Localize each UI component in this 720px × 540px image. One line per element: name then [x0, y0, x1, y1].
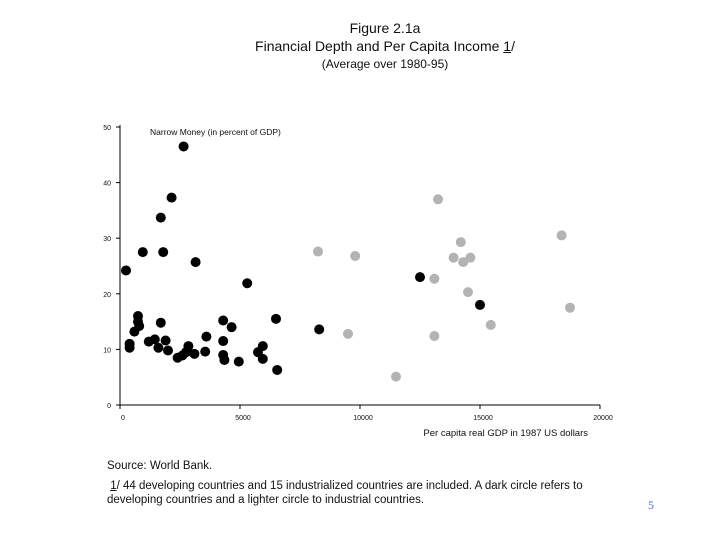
developing-point [124, 342, 135, 353]
industrial-point [556, 230, 567, 241]
developing-point [218, 315, 229, 326]
developing-point [149, 334, 160, 345]
developing-point [272, 364, 283, 375]
series-label: Narrow Money (in percent of GDP) [150, 127, 281, 137]
industrial-point [458, 257, 469, 268]
x-tick-label: 10000 [353, 415, 373, 422]
footnote: 1/ 44 developing countries and 15 indust… [107, 479, 627, 507]
industrial-point [313, 246, 323, 257]
figure-subtitle: (Average over 1980-95) [321, 57, 449, 71]
developing-point [314, 324, 325, 335]
source-note: Source: World Bank. [107, 460, 213, 472]
industrial-point [429, 331, 440, 342]
x-tick-label: 0 [121, 415, 125, 422]
figure-label: Figure 2.1a [349, 20, 421, 36]
developing-point [242, 278, 253, 289]
developing-point [163, 345, 173, 356]
developing-point [121, 265, 131, 276]
industrial-point [463, 287, 473, 298]
developing-point [257, 353, 268, 364]
footnote-line-1: 1/ 44 developing countries and 15 indust… [107, 479, 627, 493]
developing-point [233, 356, 244, 367]
y-tick-label: 0 [107, 403, 111, 410]
y-tick-label: 20 [103, 292, 111, 299]
developing-point [201, 331, 212, 342]
developing-point [226, 322, 237, 333]
y-tick-label: 10 [103, 347, 111, 354]
figure-title-tail: / [511, 38, 515, 54]
y-tick-label: 40 [103, 181, 111, 188]
developing-point [178, 141, 189, 152]
industrial-point [391, 371, 401, 382]
x-tick-label: 20000 [593, 415, 613, 422]
developing-point [166, 192, 177, 203]
industrial-point [343, 328, 353, 339]
footnote-slash: / [116, 480, 120, 492]
industrial-point [455, 237, 466, 248]
developing-point [155, 317, 166, 328]
industrial-point [465, 252, 476, 263]
developing-point [475, 299, 485, 310]
developing-point [219, 354, 230, 365]
x-tick-label: 5000 [235, 415, 251, 422]
industrial-point [429, 273, 440, 284]
developing-point [271, 313, 281, 324]
x-tick-label: 15000 [473, 415, 493, 422]
footnote-line-1-text: 44 developing countries and 15 industria… [119, 480, 583, 492]
developing-point [218, 336, 229, 347]
industrial-point [565, 302, 575, 313]
figure-title-main: Financial Depth and Per Capita Income [255, 38, 504, 54]
developing-point [158, 247, 169, 258]
developing-point [155, 212, 166, 223]
industrial-point [350, 250, 361, 261]
developing-point [189, 348, 200, 359]
developing-point [129, 326, 140, 337]
figure-title-block: Figure 2.1a Financial Depth and Per Capi… [200, 20, 570, 72]
footnote-ref: 1 [110, 480, 117, 492]
industrial-point [433, 194, 443, 205]
y-tick-label: 30 [103, 236, 111, 243]
figure-title-footnote-ref: 1 [503, 38, 512, 54]
developing-point [415, 272, 425, 283]
developing-point [172, 352, 183, 363]
developing-point [160, 335, 171, 346]
developing-point [137, 247, 148, 258]
developing-point [153, 342, 164, 353]
figure-title: Financial Depth and Per Capita Income 1/ [200, 37, 570, 56]
industrial-point [448, 252, 459, 263]
developing-point [200, 346, 211, 357]
developing-point [190, 257, 201, 268]
industrial-point [485, 319, 496, 330]
slide-number: 5 [648, 498, 654, 512]
footnote-line-2: developing countries and a lighter circl… [107, 494, 425, 506]
y-tick-label: 50 [103, 125, 111, 132]
x-axis-label: Per capita real GDP in 1987 US dollars [423, 428, 588, 439]
